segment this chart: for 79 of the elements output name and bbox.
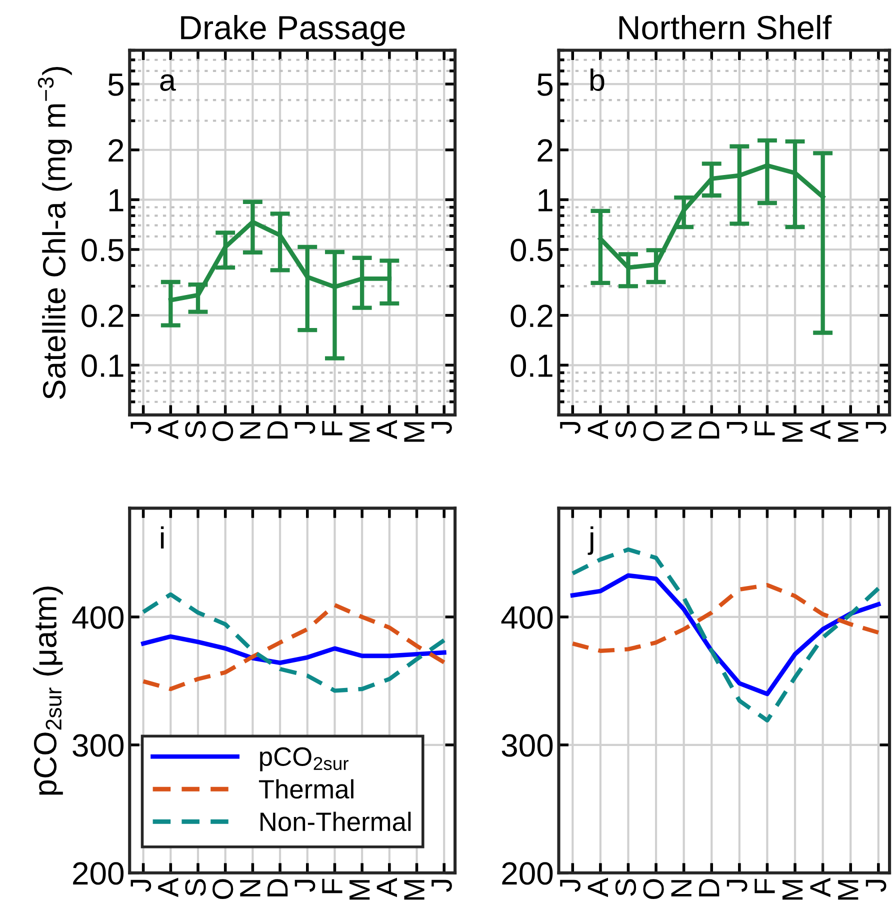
x-tick-label: J	[866, 880, 886, 892]
x-tick-label: J	[294, 422, 316, 434]
y-tick-label: 0.5	[510, 238, 553, 262]
y-tick-label: 2	[538, 139, 552, 162]
x-tick-label: A	[376, 420, 397, 440]
chart-title: Drake Passage	[181, 15, 405, 46]
x-tick-label: A	[810, 878, 830, 898]
line-series	[141, 634, 446, 665]
x-tick-label: J	[432, 422, 452, 434]
line-series	[570, 583, 880, 653]
x-tick-label: F	[322, 878, 342, 894]
x-tick-label: M	[404, 422, 424, 442]
x-tick-label: M	[350, 422, 370, 442]
x-tick-label: A	[158, 420, 178, 440]
x-tick-label: J	[560, 422, 580, 434]
x-tick-label: N	[671, 422, 692, 438]
x-tick-label: J	[130, 880, 152, 892]
x-tick-label: S	[185, 879, 206, 896]
x-tick-label: S	[185, 421, 206, 438]
y-tick-label: 200	[502, 862, 553, 885]
x-tick-label: J	[726, 422, 748, 434]
x-tick-label: N	[240, 880, 260, 896]
x-tick-label: S	[615, 421, 636, 438]
y-tick-label: 2	[108, 139, 124, 162]
x-tick-label: F	[322, 420, 342, 436]
y-tick-label: 400	[501, 606, 553, 629]
y-tick-label: 300	[72, 734, 124, 757]
x-tick-label: D	[268, 879, 288, 896]
x-tick-label: A	[588, 878, 608, 898]
chart-title: Northern Shelf	[619, 15, 832, 40]
x-tick-label: O	[212, 421, 234, 442]
x-tick-label: J	[432, 880, 452, 892]
y-tick-label: 400	[72, 606, 124, 629]
x-tick-label: D	[699, 879, 720, 896]
x-tick-label: J	[294, 880, 316, 892]
y-tick-label: 0.2	[82, 304, 124, 328]
x-tick-label: N	[671, 880, 692, 896]
y-tick-label: 0.1	[82, 354, 124, 378]
x-tick-label: M	[782, 880, 803, 900]
y-tick-label: 5	[108, 74, 124, 96]
y-tick-label: 0.1	[510, 354, 552, 378]
annotation: b	[590, 68, 604, 91]
x-tick-label: O	[643, 879, 664, 900]
x-tick-label: M	[404, 880, 424, 900]
x-tick-label: F	[754, 420, 775, 436]
x-tick-label: D	[268, 421, 288, 438]
x-tick-label: A	[158, 878, 178, 898]
x-tick-label: J	[560, 880, 580, 892]
x-tick-label: F	[754, 878, 775, 894]
x-tick-label: J	[866, 422, 886, 434]
y-axis-title: pCO$_{2sur}$ (μatm)	[33, 586, 63, 795]
x-tick-label: J	[726, 880, 748, 892]
annotation: j	[588, 526, 594, 555]
x-tick-label: M	[782, 422, 803, 442]
annotation: a	[160, 74, 176, 91]
x-tick-label: S	[615, 879, 636, 896]
x-tick-label: A	[810, 420, 830, 440]
x-tick-label: N	[240, 422, 260, 438]
x-tick-label: A	[588, 420, 608, 440]
x-tick-label: M	[838, 422, 858, 442]
x-tick-label: D	[699, 421, 720, 438]
x-tick-label: M	[350, 880, 370, 900]
y-tick-label: 200	[73, 862, 124, 885]
legend-label: Non-Thermal	[260, 812, 411, 832]
x-tick-label: M	[838, 880, 858, 900]
x-tick-label: A	[376, 878, 397, 898]
legend-label: pCO$_{2sur}$	[260, 747, 348, 772]
x-tick-label: J	[130, 422, 152, 434]
y-tick-label: 300	[502, 734, 553, 757]
y-tick-label: 0.2	[510, 304, 552, 328]
y-axis-title: Satellite Chl-a (mg m$^{−3}$)	[38, 66, 72, 400]
annotation: i	[160, 526, 164, 549]
legend-label: Thermal	[258, 779, 354, 799]
x-tick-label: O	[212, 879, 234, 900]
y-tick-label: 1	[538, 189, 552, 212]
y-tick-label: 0.5	[82, 238, 124, 262]
y-tick-label: 1	[109, 189, 124, 212]
x-tick-label: O	[643, 421, 664, 442]
y-tick-label: 5	[537, 74, 553, 96]
